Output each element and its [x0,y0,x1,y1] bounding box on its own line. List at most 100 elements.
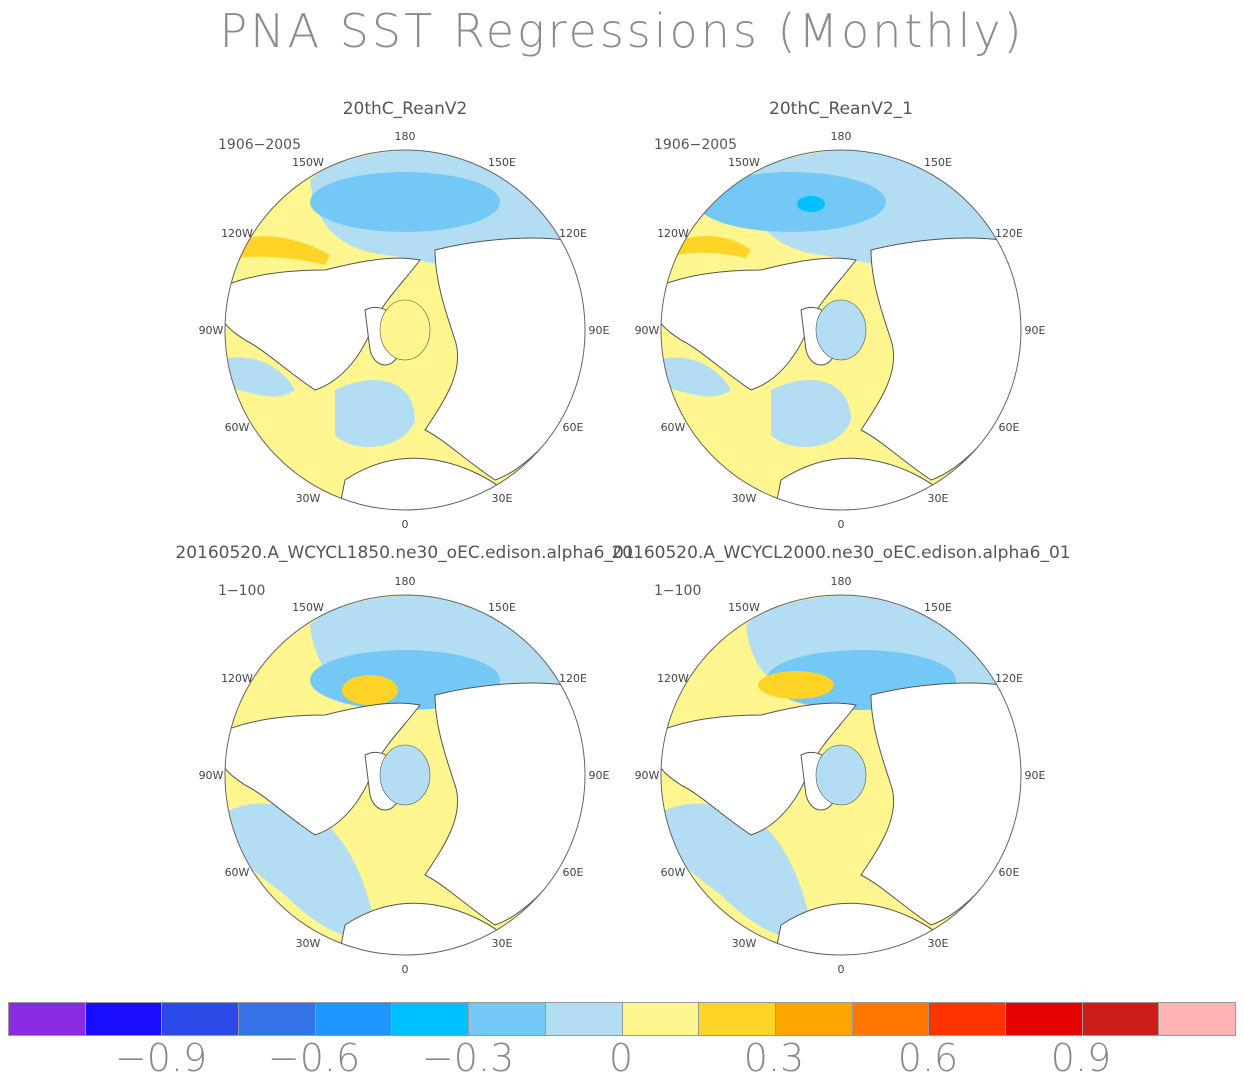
panel-2-map: 180 150E 120E 90E 60E 30E 0 30W 60W 90W 120W 150W [635,130,1046,531]
colorbar-swatch [698,1003,775,1035]
panel-4-title: 20160520.A_WCYCL2000.ne30_oEC.edison.alp… [611,543,1071,563]
lon-label-120w: 120W [221,227,253,240]
pacific-negative-mid [696,172,886,232]
colorbar-swatch [9,1003,85,1035]
panel-2-period: 1906−2005 [654,137,737,153]
lon-label-150e: 150E [488,601,516,614]
colorbar-swatch [544,1003,622,1035]
colorbar-label: 0 [608,1036,634,1080]
atlantic-negative [661,803,811,938]
lon-label-60w: 60W [661,866,686,879]
lon-label-30w: 30W [296,492,321,505]
alaska-positive-mid [666,235,751,258]
lon-label-90e: 90E [1025,324,1046,337]
lon-label-0: 0 [402,963,409,976]
lon-label-30w: 30W [732,937,757,950]
colorbar-swatch [314,1003,392,1035]
atlantic-negative [225,803,375,938]
colorbar [8,1002,1236,1036]
arctic-ocean [379,299,431,361]
lon-label-120e: 120E [559,227,587,240]
colorbar-swatch [1004,1003,1082,1035]
colorbar-label: 0.3 [743,1036,805,1080]
atlantic-negative [335,380,415,447]
lon-label-120e: 120E [559,672,587,685]
panel-4-map: 180 150E 120E 90E 60E 30E 0 30W 60W 90W 120W 150W [635,575,1046,976]
sst-field [661,150,1021,510]
panel-1-map: 180 150E 120E 90E 60E 30E 0 30W 60W 90W 120W 150W [199,130,610,531]
lon-label-120w: 120W [221,672,253,685]
atlantic-negative [771,380,851,447]
map-boundary [224,594,586,956]
lon-label-60e: 60E [999,421,1020,434]
labrador-negative [661,357,731,397]
panel-2-title: 20thC_ReanV2_1 [769,99,913,119]
alaska-positive-mid [225,236,330,265]
lon-label-180: 180 [395,130,416,143]
lon-label-90w: 90W [199,769,224,782]
lon-label-30e: 30E [928,492,949,505]
lon-label-150e: 150E [924,156,952,169]
colorbar-label: −0.9 [114,1036,208,1080]
panel-4-period: 1−100 [654,583,702,599]
lon-label-120w: 120W [657,227,689,240]
sst-field [661,595,1021,955]
lon-label-150w: 150W [292,601,324,614]
panel-1-title: 20thC_ReanV2 [342,99,468,119]
lon-label-30e: 30E [492,492,513,505]
labrador-negative [225,357,295,397]
lon-label-30e: 30E [928,937,949,950]
lon-label-60w: 60W [225,421,250,434]
lon-label-90e: 90E [1025,769,1046,782]
sst-field [225,150,585,510]
alaska-positive-mid [342,675,398,705]
colorbar-label: −0.6 [267,1036,361,1080]
lon-label-90e: 90E [589,324,610,337]
alaska-positive-mid [758,671,834,699]
lon-label-180: 180 [831,575,852,588]
colorbar-label: 0.9 [1050,1036,1112,1080]
lon-label-150w: 150W [728,601,760,614]
figure-title: PNA SST Regressions (Monthly) [219,4,1025,58]
colorbar-label: 0.6 [897,1036,959,1080]
lon-label-0: 0 [402,518,409,531]
arctic-ocean [815,299,867,361]
lon-label-150e: 150E [924,601,952,614]
arctic-ocean [815,744,867,806]
lon-label-150w: 150W [728,156,760,169]
colorbar-swatch [161,1003,239,1035]
sst-field [225,595,585,955]
colorbar-swatch [468,1003,545,1035]
lon-label-90w: 90W [635,324,660,337]
lon-label-150w: 150W [292,156,324,169]
lon-label-0: 0 [838,963,845,976]
colorbar-swatch [391,1003,469,1035]
colorbar-swatch [1158,1003,1235,1035]
colorbar-label: −0.3 [421,1036,515,1080]
lon-label-60e: 60E [563,866,584,879]
lon-label-30w: 30W [296,937,321,950]
lon-label-120e: 120E [995,227,1023,240]
pacific-negative-mid [310,172,500,232]
panel-3-title: 20160520.A_WCYCL1850.ne30_oEC.edison.alp… [175,543,635,563]
lon-label-180: 180 [831,130,852,143]
colorbar-swatch [238,1003,315,1035]
colorbar-swatch [621,1003,699,1035]
lon-label-30e: 30E [492,937,513,950]
panel-1-period: 1906−2005 [218,137,301,153]
lon-label-150e: 150E [488,156,516,169]
lon-label-60w: 60W [225,866,250,879]
lon-label-90w: 90W [635,769,660,782]
colorbar-swatch [774,1003,852,1035]
panel-3-map: 180 150E 120E 90E 60E 30E 0 30W 60W 90W 120W 150W [199,575,610,976]
colorbar-swatch [928,1003,1005,1035]
lon-label-60e: 60E [999,866,1020,879]
lon-label-180: 180 [395,575,416,588]
colorbar-swatch [84,1003,162,1035]
lon-label-90e: 90E [589,769,610,782]
lon-label-120e: 120E [995,672,1023,685]
pacific-negative-strong [797,196,825,212]
panel-3-period: 1−100 [218,583,266,599]
arctic-ocean [379,744,431,806]
colorbar-swatch [1081,1003,1159,1035]
